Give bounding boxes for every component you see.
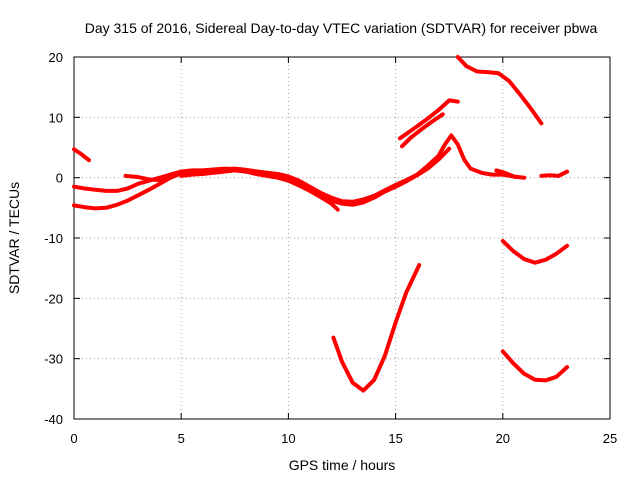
series-line-arc-1 — [72, 147, 91, 163]
grid — [74, 57, 610, 419]
series-line-arc-9 — [331, 263, 422, 393]
series-line-arc-12 — [500, 349, 570, 383]
x-tick-label: 15 — [388, 431, 402, 446]
x-axis-label: GPS time / hours — [289, 457, 396, 473]
x-tick-label: 20 — [496, 431, 510, 446]
y-tick-label: -10 — [44, 231, 63, 246]
series-line-arc-3 — [72, 169, 184, 211]
y-tick-label: 20 — [49, 50, 63, 65]
series-line-arc-14 — [539, 169, 570, 178]
series-line-arc-4 — [123, 133, 527, 204]
series-line-arc-8 — [400, 112, 445, 149]
x-tick-labels: 0 5 10 15 20 25 — [70, 431, 617, 446]
series-line-arc-6 — [286, 146, 452, 207]
y-axis-label: SDTVAR / TECUs — [6, 182, 22, 294]
series-line-arc-10 — [455, 55, 544, 126]
y-tick-label: 0 — [56, 171, 63, 186]
chart-title: Day 315 of 2016, Sidereal Day-to-day VTE… — [85, 20, 598, 36]
x-tick-label: 5 — [178, 431, 185, 446]
series-line-arc-11 — [500, 239, 570, 265]
axis-ticks — [73, 56, 611, 420]
y-tick-label: -40 — [44, 412, 63, 427]
series-line-arc-13 — [494, 168, 518, 180]
y-tick-label: -30 — [44, 352, 63, 367]
x-tick-label: 25 — [603, 431, 617, 446]
x-tick-label: 10 — [281, 431, 295, 446]
y-tick-labels: -40 -30 -20 -10 0 10 20 — [44, 50, 63, 427]
y-tick-label: -20 — [44, 291, 63, 306]
y-tick-label: 10 — [49, 110, 63, 125]
x-tick-label: 0 — [70, 431, 77, 446]
series-group — [72, 55, 570, 393]
series-line-arc-7 — [397, 98, 460, 141]
